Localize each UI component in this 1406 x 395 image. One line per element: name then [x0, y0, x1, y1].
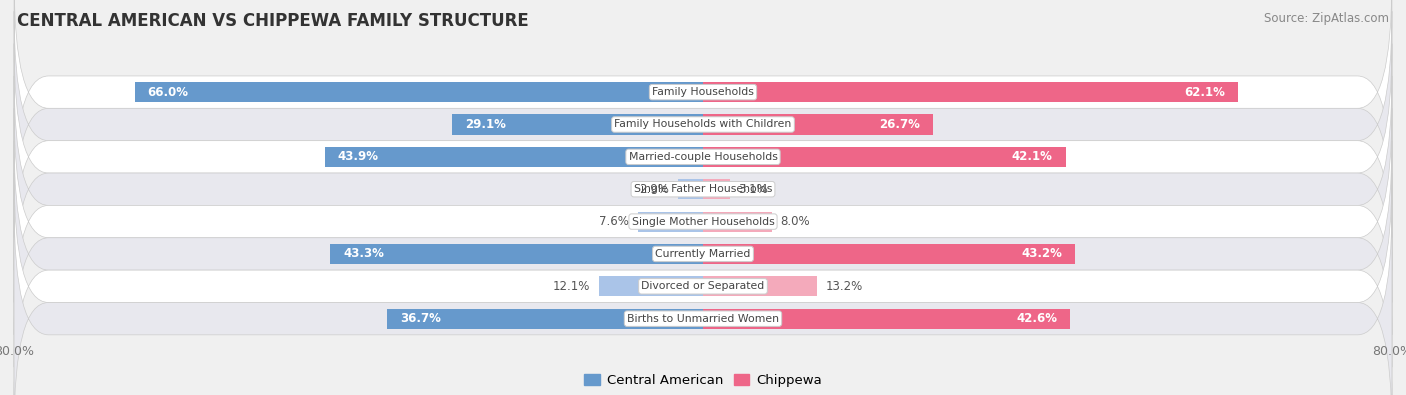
Bar [703, 276, 817, 296]
Text: 62.1%: 62.1% [1184, 86, 1225, 99]
Text: Currently Married: Currently Married [655, 249, 751, 259]
Bar [703, 212, 772, 231]
Bar [703, 244, 1076, 264]
FancyBboxPatch shape [14, 11, 1392, 238]
Text: Family Households: Family Households [652, 87, 754, 97]
Bar [703, 179, 730, 199]
Text: Divorced or Separated: Divorced or Separated [641, 281, 765, 291]
Text: 36.7%: 36.7% [399, 312, 440, 325]
Text: 42.1%: 42.1% [1012, 150, 1053, 164]
Text: 13.2%: 13.2% [825, 280, 862, 293]
Text: Births to Unmarried Women: Births to Unmarried Women [627, 314, 779, 324]
Text: 43.9%: 43.9% [337, 150, 378, 164]
FancyBboxPatch shape [14, 76, 1392, 303]
Bar [703, 115, 934, 135]
FancyBboxPatch shape [14, 0, 1392, 205]
Text: 12.1%: 12.1% [553, 280, 591, 293]
Bar [637, 212, 703, 231]
Bar [387, 308, 703, 329]
Text: 3.1%: 3.1% [738, 183, 768, 196]
Text: CENTRAL AMERICAN VS CHIPPEWA FAMILY STRUCTURE: CENTRAL AMERICAN VS CHIPPEWA FAMILY STRU… [17, 12, 529, 30]
Bar [599, 276, 703, 296]
Bar [453, 115, 703, 135]
FancyBboxPatch shape [14, 205, 1392, 395]
Text: 66.0%: 66.0% [148, 86, 188, 99]
Text: 26.7%: 26.7% [879, 118, 920, 131]
FancyBboxPatch shape [14, 173, 1392, 395]
Bar [703, 308, 1070, 329]
FancyBboxPatch shape [14, 43, 1392, 270]
Text: 43.2%: 43.2% [1021, 247, 1062, 260]
Bar [135, 82, 703, 102]
Bar [325, 147, 703, 167]
Text: Single Mother Households: Single Mother Households [631, 216, 775, 227]
Text: 29.1%: 29.1% [465, 118, 506, 131]
FancyBboxPatch shape [14, 108, 1392, 335]
Text: Married-couple Households: Married-couple Households [628, 152, 778, 162]
FancyBboxPatch shape [14, 141, 1392, 367]
Bar [678, 179, 703, 199]
Bar [703, 82, 1237, 102]
Text: 7.6%: 7.6% [599, 215, 628, 228]
Text: Single Father Households: Single Father Households [634, 184, 772, 194]
Legend: Central American, Chippewa: Central American, Chippewa [579, 369, 827, 392]
Bar [330, 244, 703, 264]
Text: 8.0%: 8.0% [780, 215, 810, 228]
Bar [703, 147, 1066, 167]
Text: Source: ZipAtlas.com: Source: ZipAtlas.com [1264, 12, 1389, 25]
Text: 2.9%: 2.9% [640, 183, 669, 196]
Text: Family Households with Children: Family Households with Children [614, 120, 792, 130]
Text: 43.3%: 43.3% [343, 247, 384, 260]
Text: 42.6%: 42.6% [1017, 312, 1057, 325]
